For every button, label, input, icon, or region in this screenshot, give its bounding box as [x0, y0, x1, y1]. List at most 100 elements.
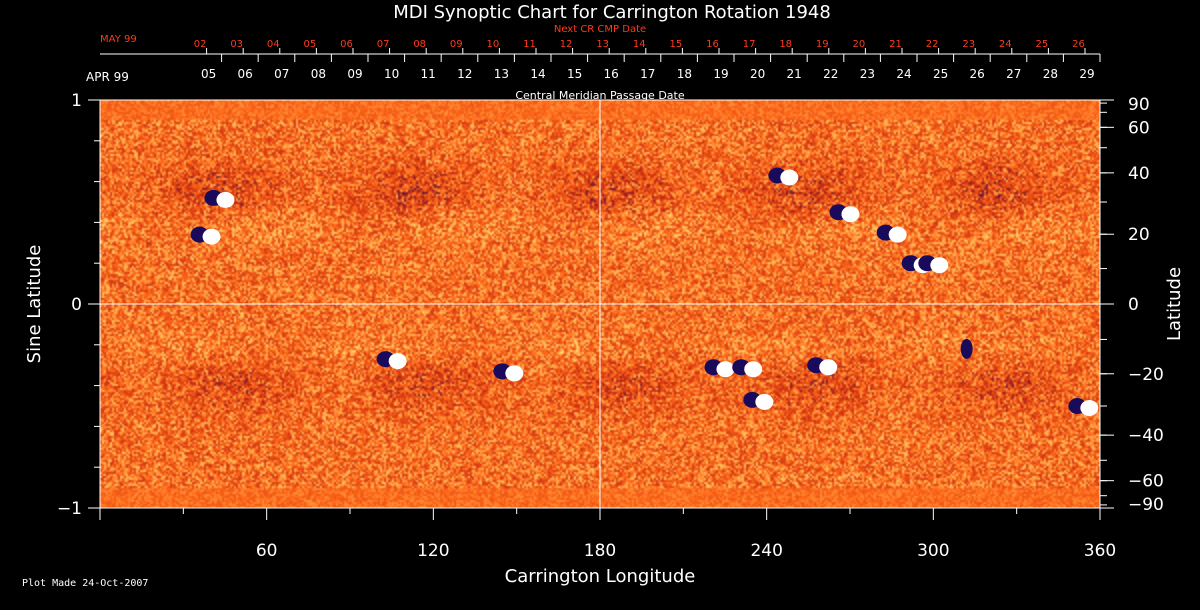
- next-date-label: 14: [633, 39, 646, 50]
- y-tick-right-label: −90: [1128, 495, 1164, 515]
- region-positive-patch: [505, 365, 524, 382]
- next-date-label: 04: [267, 39, 280, 50]
- y-tick-right-label: 60: [1128, 118, 1150, 138]
- top-date-axes: Next CR CMP Date MAY 99 APR 99 Central M…: [86, 24, 1101, 102]
- next-date-label: 24: [999, 39, 1012, 50]
- y-tick-right-label: 20: [1128, 225, 1150, 245]
- next-date-label: 06: [340, 39, 353, 50]
- region-positive-patch: [888, 226, 907, 243]
- active-region: [768, 167, 799, 186]
- cmp-date-label: 24: [896, 67, 911, 81]
- region-positive-patch: [216, 191, 235, 208]
- region-negative-patch: [960, 338, 973, 359]
- x-tick-label: 60: [256, 541, 278, 561]
- region-positive-patch: [716, 361, 735, 378]
- next-date-label: 12: [560, 39, 573, 50]
- cmp-date-label: 22: [823, 67, 838, 81]
- y-tick-right-label: −20: [1128, 365, 1164, 385]
- y-tick-left-label: 0: [71, 295, 82, 315]
- y-tick-right-label: −60: [1128, 472, 1164, 492]
- region-positive-patch: [202, 228, 221, 245]
- next-date-label: 08: [413, 39, 426, 50]
- active-region: [190, 226, 221, 245]
- y-tick-right-label: 90: [1128, 95, 1150, 115]
- x-tick-label: 360: [1084, 541, 1116, 561]
- cmp-date-label: 19: [713, 67, 728, 81]
- active-region: [1068, 398, 1099, 416]
- region-positive-patch: [755, 393, 774, 410]
- cmp-date-label: 14: [530, 67, 545, 81]
- cmp-date-label: 15: [567, 67, 582, 81]
- cmp-date-label: 09: [347, 67, 362, 81]
- y-tick-right-label: 0: [1128, 295, 1139, 315]
- active-region: [807, 357, 838, 376]
- next-date-label: 25: [1036, 39, 1049, 50]
- cmp-date-label: 05: [201, 67, 216, 81]
- cmp-date-label: 25: [933, 67, 948, 81]
- y-tick-left-label: −1: [57, 499, 82, 519]
- grid-lines: [100, 100, 1100, 508]
- next-date-label: 22: [926, 39, 939, 50]
- next-date-label: 05: [304, 39, 317, 50]
- active-region: [960, 338, 973, 359]
- region-positive-patch: [930, 257, 949, 274]
- active-region: [493, 363, 524, 382]
- next-date-label: 26: [1072, 39, 1085, 50]
- next-date-label: 02: [194, 39, 207, 50]
- next-date-label: 19: [816, 39, 829, 50]
- region-positive-patch: [1080, 400, 1099, 416]
- active-region: [918, 255, 949, 274]
- active-region-layer: [190, 167, 1099, 416]
- cmp-date-label: 16: [604, 67, 619, 81]
- active-region: [204, 189, 235, 208]
- next-date-label: 15: [670, 39, 683, 50]
- cmp-date-label: 10: [384, 67, 399, 81]
- next-date-label: 09: [450, 39, 463, 50]
- cmp-date-label: 12: [457, 67, 472, 81]
- cmp-date-title: Central Meridian Passage Date: [515, 89, 684, 102]
- y-tick-right-label: 40: [1128, 164, 1150, 184]
- chart-title: MDI Synoptic Chart for Carrington Rotati…: [393, 2, 831, 23]
- y-axis-left: 1 0 −1: [57, 91, 100, 519]
- next-cmp-title: Next CR CMP Date: [554, 24, 646, 35]
- cmp-date-label: 06: [238, 67, 253, 81]
- cmp-date-label: 17: [640, 67, 655, 81]
- next-date-label: 10: [487, 39, 500, 50]
- cmp-date-label: 26: [970, 67, 985, 81]
- active-region: [732, 359, 763, 378]
- cmp-date-label: 28: [1043, 67, 1058, 81]
- cmp-date-label: 18: [677, 67, 692, 81]
- active-region: [743, 391, 774, 410]
- cmp-date-label: 29: [1079, 67, 1094, 81]
- y-axis-right-label: Latitude: [1164, 267, 1185, 341]
- cmp-date-label: 23: [860, 67, 875, 81]
- next-date-label: 21: [889, 39, 902, 50]
- region-positive-patch: [780, 169, 799, 186]
- x-axis: 60 120 180 240 300 360: [99, 508, 1116, 561]
- next-date-label: 18: [779, 39, 792, 50]
- x-tick-label: 180: [584, 541, 616, 561]
- next-date-label: 23: [962, 39, 975, 50]
- next-date-label: 13: [596, 39, 609, 50]
- next-month-label: MAY 99: [100, 34, 137, 45]
- active-region: [376, 351, 407, 370]
- region-positive-patch: [841, 206, 860, 223]
- next-date-label: 11: [523, 39, 536, 50]
- plot-made-label: Plot Made 24-Oct-2007: [22, 578, 149, 589]
- active-region: [829, 204, 860, 223]
- region-positive-patch: [744, 361, 763, 378]
- region-positive-patch: [819, 359, 838, 376]
- y-tick-left-label: 1: [71, 91, 82, 111]
- x-axis-label: Carrington Longitude: [505, 566, 696, 587]
- y-axis-left-label: Sine Latitude: [24, 245, 45, 364]
- next-date-label: 16: [706, 39, 719, 50]
- y-axis-right: 90 60 40 20 0 −20 −40 −60 −90: [1100, 95, 1164, 515]
- cmp-date-label: 07: [274, 67, 289, 81]
- cmp-date-label: 13: [494, 67, 509, 81]
- x-tick-label: 240: [750, 541, 782, 561]
- x-tick-label: 300: [917, 541, 949, 561]
- current-month-label: APR 99: [86, 70, 129, 84]
- y-tick-right-label: −40: [1128, 426, 1164, 446]
- cmp-date-label: 21: [787, 67, 802, 81]
